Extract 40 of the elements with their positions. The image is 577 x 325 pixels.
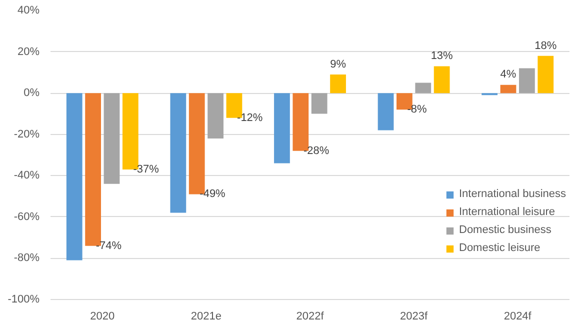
x-tick-label: 2023f xyxy=(400,310,429,322)
bar xyxy=(519,68,535,94)
legend-label: International business xyxy=(459,188,566,200)
bar xyxy=(415,82,432,94)
bar xyxy=(66,93,82,260)
data-label: -49% xyxy=(200,188,226,200)
bar xyxy=(538,56,554,94)
legend-label: Domestic leisure xyxy=(459,242,540,254)
x-tick-label: 2022f xyxy=(296,310,325,322)
bar xyxy=(330,74,346,94)
y-tick-label: -80% xyxy=(14,252,40,264)
bar xyxy=(274,93,290,164)
bar xyxy=(104,93,120,184)
x-tick-label: 2021e xyxy=(190,310,222,322)
bar xyxy=(208,93,224,138)
data-label: 18% xyxy=(534,40,557,52)
data-label: -28% xyxy=(303,144,330,157)
data-label: -37% xyxy=(133,163,160,176)
y-tick-label: 20% xyxy=(17,46,40,58)
legend-label: Domestic business xyxy=(459,224,552,236)
data-label: 9% xyxy=(330,58,346,70)
data-label: 13% xyxy=(430,50,454,62)
data-label: -74% xyxy=(96,240,122,252)
data-label: -12% xyxy=(237,112,263,124)
bar xyxy=(378,93,394,130)
y-tick-label: -60% xyxy=(14,210,40,223)
bar xyxy=(170,93,186,213)
y-tick-label: -100% xyxy=(8,294,40,306)
y-tick-label: -40% xyxy=(14,170,40,182)
bar xyxy=(434,66,450,94)
y-tick-label: -20% xyxy=(14,128,40,140)
data-label: -8% xyxy=(407,104,428,116)
y-tick-label: 40% xyxy=(17,4,40,16)
x-tick-label: 2024f xyxy=(504,310,532,322)
bar xyxy=(311,93,328,114)
legend-label: International leisure xyxy=(459,206,556,218)
data-label: 4% xyxy=(500,68,516,81)
y-tick-label: 0% xyxy=(24,87,40,100)
bar xyxy=(500,84,516,94)
x-tick-label: 2020 xyxy=(90,310,115,322)
